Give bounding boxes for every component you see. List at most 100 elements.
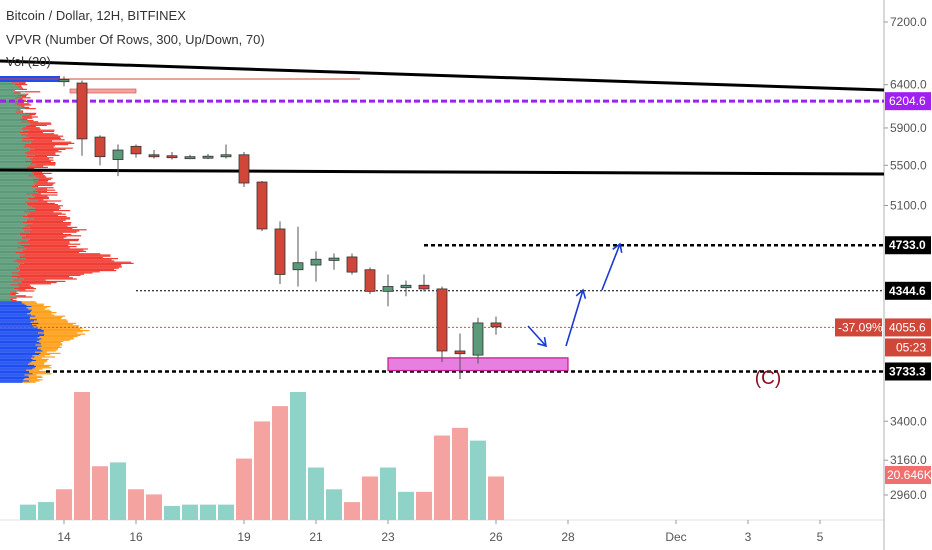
- vpvr-bar-down: [27, 217, 71, 219]
- vpvr-bar-down: [29, 370, 47, 372]
- vpvr-bar-down: [29, 380, 40, 382]
- vpvr-bar-down: [27, 198, 49, 200]
- vpvr-bar-down: [14, 103, 30, 105]
- volume-bar: [200, 504, 216, 520]
- vpvr-bar-up: [0, 87, 21, 89]
- vpvr-bar-down: [16, 109, 21, 111]
- vpvr-bar-up: [0, 267, 16, 269]
- vpvr-bar-down: [37, 319, 67, 321]
- vpvr-bar-down: [15, 252, 80, 254]
- vpvr-bar-down: [17, 242, 70, 244]
- vpvr-bar-down: [24, 254, 111, 256]
- vpvr-bar-up: [0, 328, 42, 330]
- vpvr-bar-down: [34, 320, 68, 322]
- candle-body: [292, 262, 304, 271]
- vpvr-bar-up: [0, 288, 14, 290]
- vpvr-bar-up: [0, 339, 40, 341]
- vpvr-bar-up: [0, 188, 35, 190]
- vpvr-bar-down: [18, 265, 122, 267]
- vpvr-bar-up: [0, 258, 26, 260]
- vpvr-bar-up: [0, 266, 19, 268]
- vpvr-bar-down: [18, 271, 100, 273]
- vpvr-bar-down: [20, 85, 22, 87]
- vpvr-bar-up: [0, 148, 35, 150]
- vpvr-bar-down: [37, 182, 56, 184]
- vpvr-bar-down: [30, 123, 52, 125]
- vpvr-bar-down: [31, 357, 42, 359]
- vpvr-bar-down: [34, 154, 60, 156]
- price-tag-4733: 4733.0: [889, 238, 926, 252]
- vpvr-bar-down: [33, 183, 54, 185]
- vpvr-bar-down: [26, 156, 48, 158]
- vpvr-bar-up: [0, 106, 23, 108]
- vpvr-bar-up: [0, 183, 34, 185]
- vpvr-bar-down: [26, 166, 48, 168]
- vpvr-bar-down: [11, 292, 19, 294]
- vpvr-bar-down: [34, 367, 52, 369]
- y-axis-ticks: 7200.0 6400.0 5900.0 5500.0 5100.0 3400.0 3160…: [884, 15, 927, 502]
- candle-body: [436, 288, 448, 352]
- volume-tag-bg: [885, 466, 931, 484]
- vpvr-bar-down: [26, 153, 56, 155]
- vpvr-bar-up: [0, 193, 27, 195]
- vpvr-bar-down: [28, 363, 44, 365]
- vpvr-bar-down: [25, 144, 69, 146]
- vpvr-bar-up: [0, 163, 30, 165]
- vpvr-bar-up: [0, 88, 20, 90]
- vpvr-bar-up: [0, 122, 30, 124]
- vpvr-bar-down: [39, 336, 78, 338]
- vpvr-bar-up: [0, 112, 25, 114]
- vpvr-bar-up: [0, 172, 34, 174]
- vpvr-bar-up: [0, 226, 30, 228]
- vpvr-bar-down: [21, 301, 36, 303]
- vpvr-bar-up: [0, 334, 45, 336]
- vpvr-bar-down: [26, 248, 88, 250]
- vpvr-bar-down: [28, 124, 47, 126]
- vpvr-bar-up: [0, 184, 35, 186]
- vpvr-bar-up: [0, 346, 38, 348]
- vpvr-bar-up: [0, 367, 35, 369]
- candle-body: [112, 149, 124, 160]
- vpvr-bar-down: [33, 139, 65, 141]
- volume-bar: [362, 476, 378, 520]
- vpvr-bar-up: [0, 121, 21, 123]
- change-tag: -37.09%: [838, 320, 883, 334]
- vpvr-bar-up: [0, 176, 36, 178]
- x-tick-label: 14: [57, 530, 71, 544]
- vpvr-bar-up: [0, 308, 29, 310]
- vpvr-bar-up: [0, 238, 30, 240]
- vpvr-bar-down: [39, 187, 54, 189]
- vpvr-bar-down: [40, 352, 61, 354]
- vpvr-bar-down: [26, 369, 40, 371]
- vpvr-bar-up: [0, 97, 15, 99]
- vpvr-bar-down: [28, 208, 59, 210]
- vpvr-bar-up: [0, 208, 29, 210]
- volume-bar: [416, 491, 432, 520]
- vpvr-bar-down: [44, 334, 81, 336]
- vpvr-bar-up: [0, 210, 36, 212]
- vpvr-bar-up: [0, 286, 19, 288]
- volume-bar: [272, 406, 288, 520]
- vpvr-bar-up: [0, 166, 27, 168]
- vpvr-bar-up: [0, 349, 41, 351]
- vpvr-bar-up: [0, 301, 22, 303]
- vpvr-bar-down: [32, 324, 73, 326]
- trendline-upper: [0, 59, 885, 92]
- vpvr-bar-down: [19, 88, 27, 90]
- vpvr-bar-down: [19, 234, 72, 236]
- volume-bar: [218, 504, 234, 520]
- vpvr-bar-down: [19, 132, 43, 134]
- vpvr-bar-down: [12, 279, 46, 281]
- vpvr-bar-down: [37, 348, 59, 350]
- vpvr-bar-up: [0, 268, 20, 270]
- vpvr-bar-down: [36, 325, 80, 327]
- volume-bar: [488, 476, 504, 520]
- vpvr-bar-up: [0, 297, 11, 299]
- vpvr-bar-up: [0, 93, 26, 95]
- vpvr-bar-down: [22, 127, 40, 129]
- vpvr-bar-down: [21, 237, 64, 239]
- candle-body: [76, 82, 88, 140]
- vpvr-bar-down: [16, 296, 33, 298]
- vpvr-bar-down: [29, 226, 78, 228]
- volume-bar: [92, 466, 108, 520]
